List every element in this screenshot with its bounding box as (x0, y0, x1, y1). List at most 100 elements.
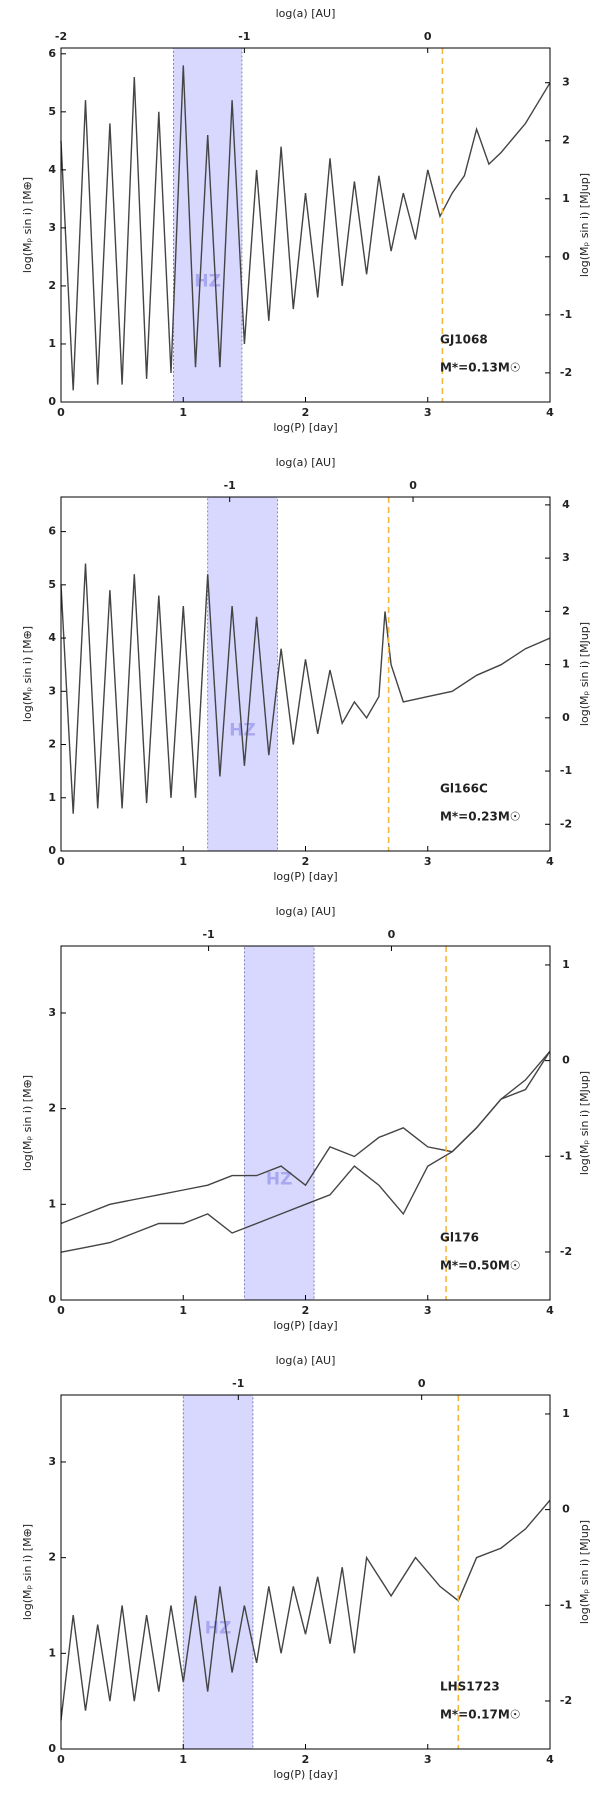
x2-axis-label: log(a) [AU] (276, 7, 336, 20)
x2-tick-label: 0 (388, 928, 396, 941)
plot-frame (60, 496, 551, 852)
x-tick-label: 2 (302, 406, 310, 419)
y-tick-label: 2 (48, 279, 56, 292)
hz-label: HZ (266, 1170, 293, 1190)
x2-axis-label: log(a) [AU] (276, 1354, 336, 1367)
y2-tick-label: 0 (562, 1054, 570, 1067)
y2-tick-label: 0 (562, 250, 570, 263)
x-axis-label: log(P) [day] (273, 1319, 337, 1332)
x-tick-label: 0 (57, 406, 65, 419)
y-tick-label: 3 (48, 221, 56, 234)
plot-frame (60, 47, 551, 403)
y-tick-label: 4 (48, 163, 56, 176)
y-tick-label: 1 (48, 1646, 56, 1659)
y2-tick-label: -1 (560, 1598, 572, 1611)
annotation: GJ1068 (440, 333, 488, 347)
y-tick-label: 5 (48, 105, 56, 118)
y-tick-label: 3 (48, 684, 56, 697)
y2-tick-label: 2 (562, 604, 570, 617)
annotation: Gl166C (440, 782, 488, 796)
y2-tick-label: 3 (562, 76, 570, 89)
x-tick-label: 3 (424, 1304, 432, 1317)
y-axis-label: log(Mₚ sin i) [M⊕] (21, 177, 34, 273)
y2-axis-label: log(Mₚ sin i) [MJup] (578, 1071, 591, 1175)
x2-tick-label: -1 (238, 30, 250, 43)
y-tick-label: 1 (48, 337, 56, 350)
y2-tick-label: -2 (560, 1694, 572, 1707)
x-tick-label: 3 (424, 406, 432, 419)
y2-tick-label: 2 (562, 134, 570, 147)
y2-tick-label: 4 (562, 498, 570, 511)
y-tick-label: 2 (48, 1551, 56, 1564)
y2-axis-label: log(Mₚ sin i) [MJup] (578, 622, 591, 726)
y-tick-label: 1 (48, 791, 56, 804)
limit-line (60, 1499, 551, 1721)
x-tick-label: 2 (302, 855, 310, 868)
y-axis-label: log(Mₚ sin i) [M⊕] (21, 1524, 34, 1620)
annotation: M*=0.13M☉ (440, 361, 521, 375)
limit-line (60, 65, 551, 391)
x2-tick-label: -1 (232, 1377, 244, 1390)
y2-tick-label: 0 (562, 1503, 570, 1516)
y-tick-label: 5 (48, 578, 56, 591)
x2-tick-label: -1 (202, 928, 214, 941)
y2-tick-label: -2 (560, 1245, 572, 1258)
hz-band (243, 945, 315, 1301)
y2-tick-label: 1 (562, 958, 570, 971)
y2-tick-label: -2 (560, 366, 572, 379)
y-tick-label: 6 (48, 525, 56, 538)
limit-line (60, 1050, 551, 1253)
y-tick-label: 0 (48, 1742, 56, 1755)
y-axis-label: log(Mₚ sin i) [M⊕] (21, 626, 34, 722)
y-tick-label: 3 (48, 1455, 56, 1468)
x2-axis-label: log(a) [AU] (276, 905, 336, 918)
y-tick-label: 2 (48, 738, 56, 751)
x-tick-label: 0 (57, 1753, 65, 1766)
y-tick-label: 6 (48, 47, 56, 60)
plot-frame (60, 1394, 551, 1750)
x-tick-label: 0 (57, 855, 65, 868)
y-tick-label: 0 (48, 395, 56, 408)
limit-line (60, 563, 551, 814)
y2-tick-label: 3 (562, 551, 570, 564)
x2-tick-label: -2 (55, 30, 67, 43)
y2-tick-label: 1 (562, 658, 570, 671)
x-tick-label: 2 (302, 1304, 310, 1317)
x-tick-label: 1 (179, 406, 187, 419)
x2-tick-label: 0 (424, 30, 432, 43)
y-tick-label: 4 (48, 631, 56, 644)
x-tick-label: 3 (424, 1753, 432, 1766)
y2-tick-label: 1 (562, 192, 570, 205)
y-tick-label: 1 (48, 1197, 56, 1210)
y2-axis-label: log(Mₚ sin i) [MJup] (578, 1520, 591, 1624)
x-tick-label: 4 (546, 1753, 554, 1766)
x-tick-label: 1 (179, 1304, 187, 1317)
x-axis-label: log(P) [day] (273, 421, 337, 434)
x-tick-label: 1 (179, 855, 187, 868)
y2-tick-label: -1 (560, 1149, 572, 1162)
x-tick-label: 4 (546, 855, 554, 868)
x-tick-label: 0 (57, 1304, 65, 1317)
y2-tick-label: -2 (560, 817, 572, 830)
x-tick-label: 4 (546, 406, 554, 419)
y2-tick-label: -1 (560, 308, 572, 321)
x-tick-label: 4 (546, 1304, 554, 1317)
annotation: LHS1723 (440, 1680, 500, 1694)
annotation: M*=0.50M☉ (440, 1259, 521, 1273)
hz-band (207, 496, 278, 852)
hz-band (182, 1394, 254, 1750)
y-tick-label: 0 (48, 844, 56, 857)
y2-tick-label: 1 (562, 1407, 570, 1420)
annotation: Gl176 (440, 1231, 479, 1245)
x-tick-label: 3 (424, 855, 432, 868)
y-axis-label: log(Mₚ sin i) [M⊕] (21, 1075, 34, 1171)
y2-axis-label: log(Mₚ sin i) [MJup] (578, 173, 591, 277)
x-tick-label: 2 (302, 1753, 310, 1766)
hz-label: HZ (229, 721, 256, 741)
x2-tick-label: 0 (418, 1377, 426, 1390)
x-tick-label: 1 (179, 1753, 187, 1766)
